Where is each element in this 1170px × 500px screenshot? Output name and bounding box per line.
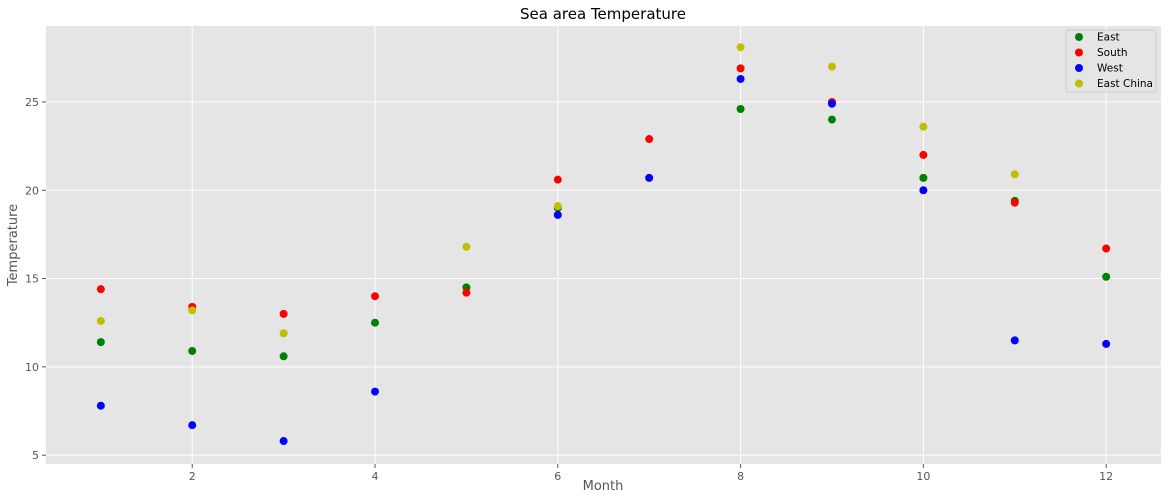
y-tick-label: 5 <box>32 449 39 462</box>
data-point <box>462 242 471 251</box>
data-point <box>1010 336 1019 345</box>
legend-label: South <box>1097 47 1128 59</box>
series-west <box>96 74 1111 446</box>
legend: East South West East China <box>1065 29 1157 93</box>
chart-title: Sea area Temperature <box>520 5 686 23</box>
data-point <box>1102 272 1111 281</box>
data-point <box>371 292 380 301</box>
data-point <box>919 122 928 131</box>
data-point <box>1102 339 1111 348</box>
x-tick-label: 10 <box>916 470 930 483</box>
y-axis-label: Temperature <box>6 204 21 287</box>
data-point <box>188 421 197 430</box>
legend-marker <box>1075 33 1083 41</box>
data-point <box>827 115 836 124</box>
data-point <box>279 309 288 318</box>
data-point <box>736 64 745 73</box>
legend-marker <box>1075 64 1083 72</box>
data-point <box>645 135 654 144</box>
data-point <box>279 437 288 446</box>
data-point <box>96 338 105 347</box>
data-point <box>919 173 928 182</box>
y-axis-ticks: 5 10 15 20 25 <box>25 96 46 462</box>
x-tick-label: 2 <box>189 470 196 483</box>
data-point <box>919 186 928 195</box>
legend-label: East <box>1097 32 1120 44</box>
legend-label: West <box>1097 63 1123 75</box>
y-tick-label: 15 <box>25 273 39 286</box>
data-point <box>827 99 836 108</box>
data-point <box>462 288 471 297</box>
legend-marker <box>1075 79 1083 88</box>
data-point <box>96 316 105 325</box>
x-axis-label: Month <box>583 479 624 494</box>
legend-box <box>1065 29 1157 93</box>
data-point <box>371 318 380 327</box>
data-point <box>736 43 745 52</box>
x-tick-label: 6 <box>554 470 561 483</box>
x-tick-label: 12 <box>1099 470 1113 483</box>
data-point <box>371 387 380 396</box>
data-point <box>279 352 288 361</box>
data-point <box>96 285 105 294</box>
x-axis-ticks: 2 4 6 8 10 12 <box>189 464 1113 483</box>
data-point <box>553 175 562 184</box>
data-point <box>827 62 836 71</box>
data-point <box>1010 170 1019 179</box>
data-point <box>1102 244 1111 253</box>
data-point <box>96 401 105 410</box>
y-tick-label: 10 <box>25 361 39 374</box>
data-point <box>553 202 562 211</box>
data-point <box>188 306 197 315</box>
plot-area <box>46 26 1161 464</box>
data-point <box>553 210 562 219</box>
series-east-china <box>96 43 1019 338</box>
data-point <box>188 346 197 355</box>
x-tick-label: 4 <box>372 470 379 483</box>
y-tick-label: 25 <box>25 96 39 109</box>
legend-marker <box>1075 48 1083 57</box>
legend-label: East China <box>1097 78 1153 90</box>
data-point <box>645 173 654 182</box>
data-point <box>1010 198 1019 207</box>
data-point <box>919 150 928 159</box>
series-south <box>96 64 1111 318</box>
data-point <box>736 74 745 83</box>
data-point <box>279 329 288 338</box>
y-tick-label: 20 <box>25 184 39 197</box>
data-point <box>736 105 745 114</box>
data-points <box>96 43 1111 446</box>
x-tick-label: 8 <box>737 470 744 483</box>
